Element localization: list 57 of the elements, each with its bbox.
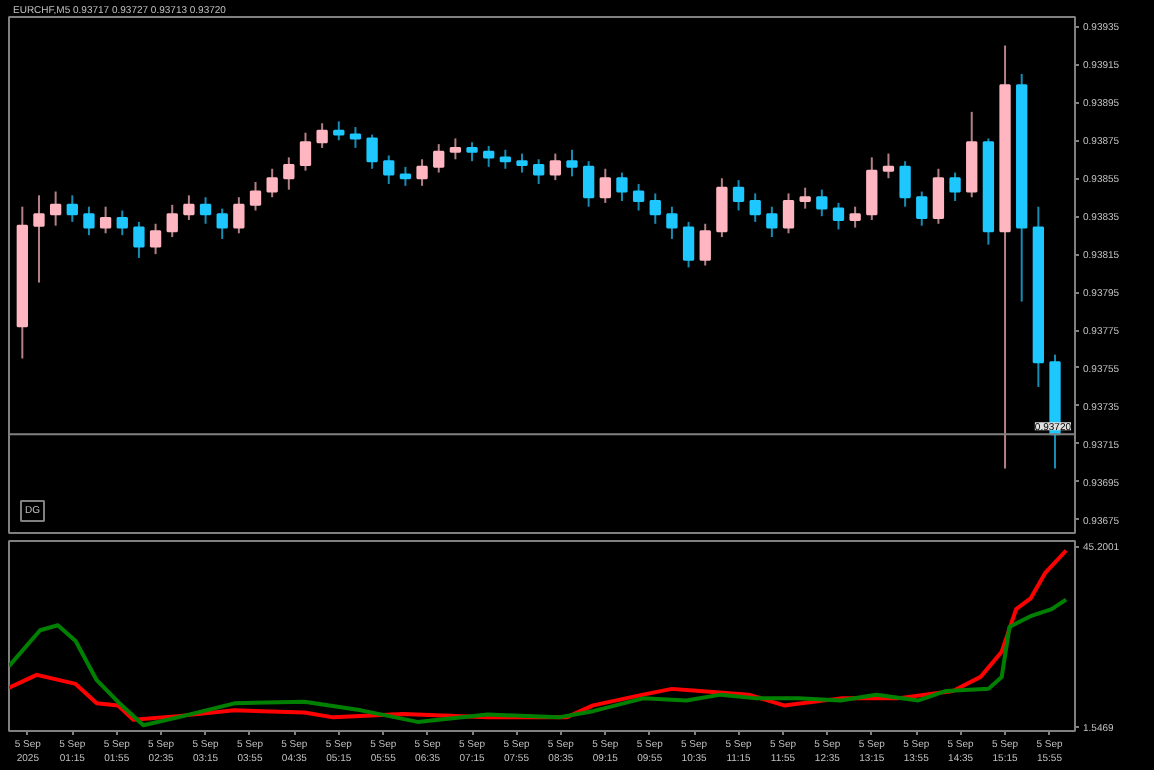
- candlestick: [616, 171, 628, 203]
- candlestick: [449, 137, 462, 161]
- candlestick: [916, 190, 928, 227]
- candlestick: [716, 177, 728, 239]
- candlestick: [166, 203, 178, 239]
- candlestick: [849, 205, 861, 229]
- candlestick: [83, 205, 95, 237]
- candlestick: [366, 133, 378, 170]
- candlestick: [416, 158, 428, 187]
- candlestick: [383, 154, 395, 185]
- line-series: [9, 597, 1069, 728]
- candlestick: [732, 179, 745, 212]
- candlestick: [749, 192, 761, 223]
- candlestick: [866, 156, 878, 221]
- candlestick: [533, 158, 545, 185]
- candlestick: [899, 160, 911, 208]
- candlestick: [283, 156, 295, 191]
- candlestick: [932, 167, 945, 225]
- candlestick: [516, 152, 528, 174]
- candlestick: [599, 167, 611, 204]
- candlestick: [333, 120, 345, 142]
- candlestick: [199, 196, 212, 225]
- candlestick: [582, 160, 595, 208]
- candlestick: [316, 122, 328, 149]
- candlestick: [133, 220, 145, 259]
- candlestick: [566, 148, 578, 178]
- candlestick: [233, 196, 245, 235]
- candlestick: [433, 143, 445, 174]
- candlestick: [99, 205, 112, 235]
- candlestick: [782, 192, 795, 235]
- candlestick: [649, 192, 661, 225]
- candlestick: [266, 167, 278, 199]
- candlestick: [466, 141, 478, 163]
- candlestick: [183, 194, 195, 221]
- candlestick: [949, 171, 961, 203]
- candlestick: [483, 145, 495, 168]
- candlestick: [149, 222, 162, 256]
- candlestick: [549, 152, 561, 182]
- candlestick: [766, 205, 778, 239]
- candlestick: [882, 152, 895, 180]
- candlestick: [216, 207, 228, 240]
- candlestick: [399, 165, 412, 187]
- candlestick: [799, 186, 811, 210]
- candlestick: [49, 190, 62, 227]
- candlestick: [832, 201, 845, 231]
- candlestick: [33, 194, 45, 284]
- candlestick: [249, 181, 262, 212]
- candlestick: [682, 220, 695, 269]
- candlestick: [499, 148, 512, 170]
- candlestick: [699, 222, 711, 267]
- candlestick: [116, 209, 128, 237]
- candlestick: [816, 188, 828, 218]
- candlestick: [666, 205, 678, 240]
- candlestick: [66, 194, 78, 223]
- candlestick: [299, 131, 312, 172]
- candlestick: [632, 182, 645, 212]
- line-series: [9, 548, 1069, 722]
